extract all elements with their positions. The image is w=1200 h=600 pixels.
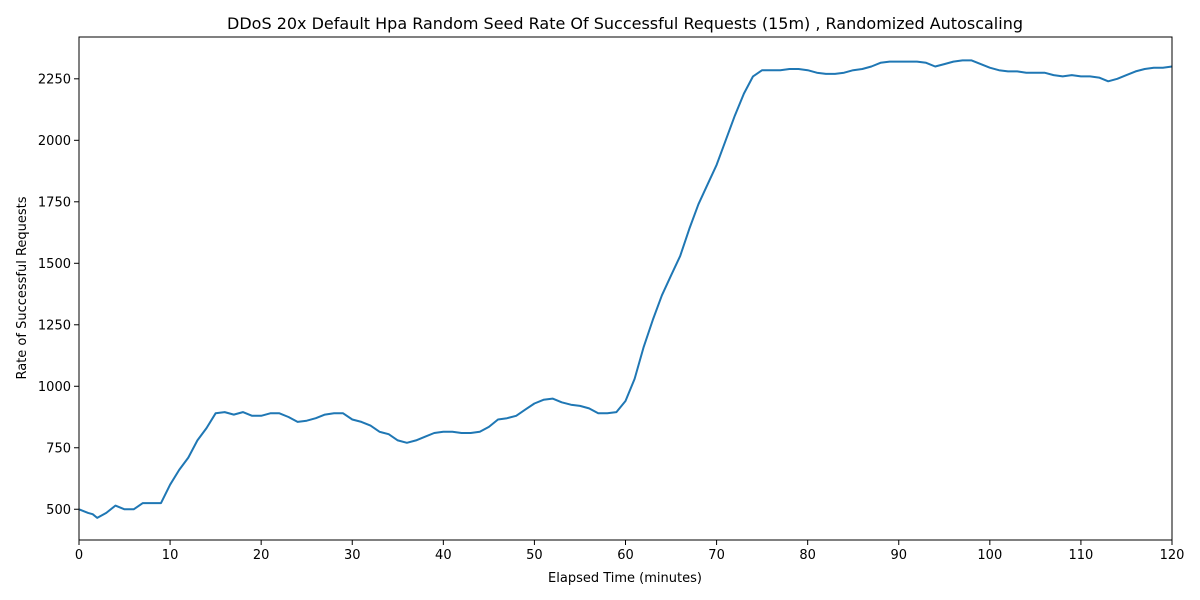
y-tick-label: 750	[46, 441, 71, 456]
plot-area	[78, 36, 1173, 541]
x-tick-label: 100	[977, 548, 1002, 563]
x-tick-label: 10	[162, 548, 179, 563]
y-tick-label: 500	[46, 503, 71, 518]
y-tick-label: 1000	[38, 380, 71, 395]
y-axis-label: Rate of Successful Requests	[15, 196, 30, 379]
y-axis-ticks: 500 750 1000 1250 1500 1750 2000 2250	[38, 72, 79, 518]
x-tick-label: 110	[1069, 548, 1094, 563]
x-tick-label: 0	[75, 548, 83, 563]
x-tick-label: 30	[344, 548, 361, 563]
x-axis-label: Elapsed Time (minutes)	[548, 571, 702, 586]
data-series-line	[78, 59, 1173, 519]
y-tick-label: 1500	[38, 257, 71, 272]
x-tick-label: 90	[890, 548, 907, 563]
x-tick-label: 80	[799, 548, 816, 563]
x-tick-label: 60	[617, 548, 634, 563]
x-tick-label: 70	[708, 548, 725, 563]
x-tick-label: 120	[1160, 548, 1185, 563]
y-tick-label: 2250	[38, 72, 71, 87]
chart-title: DDoS 20x Default Hpa Random Seed Rate Of…	[227, 14, 1023, 33]
y-tick-label: 2000	[38, 134, 71, 149]
x-tick-label: 20	[253, 548, 270, 563]
x-tick-label: 50	[526, 548, 543, 563]
y-tick-label: 1250	[38, 318, 71, 333]
x-axis-ticks: 0 10 20 30 40 50 60 70 80 90 100 110 120	[75, 540, 1185, 563]
axes-frame	[78, 36, 1173, 541]
y-tick-label: 1750	[38, 195, 71, 210]
x-tick-label: 40	[435, 548, 452, 563]
